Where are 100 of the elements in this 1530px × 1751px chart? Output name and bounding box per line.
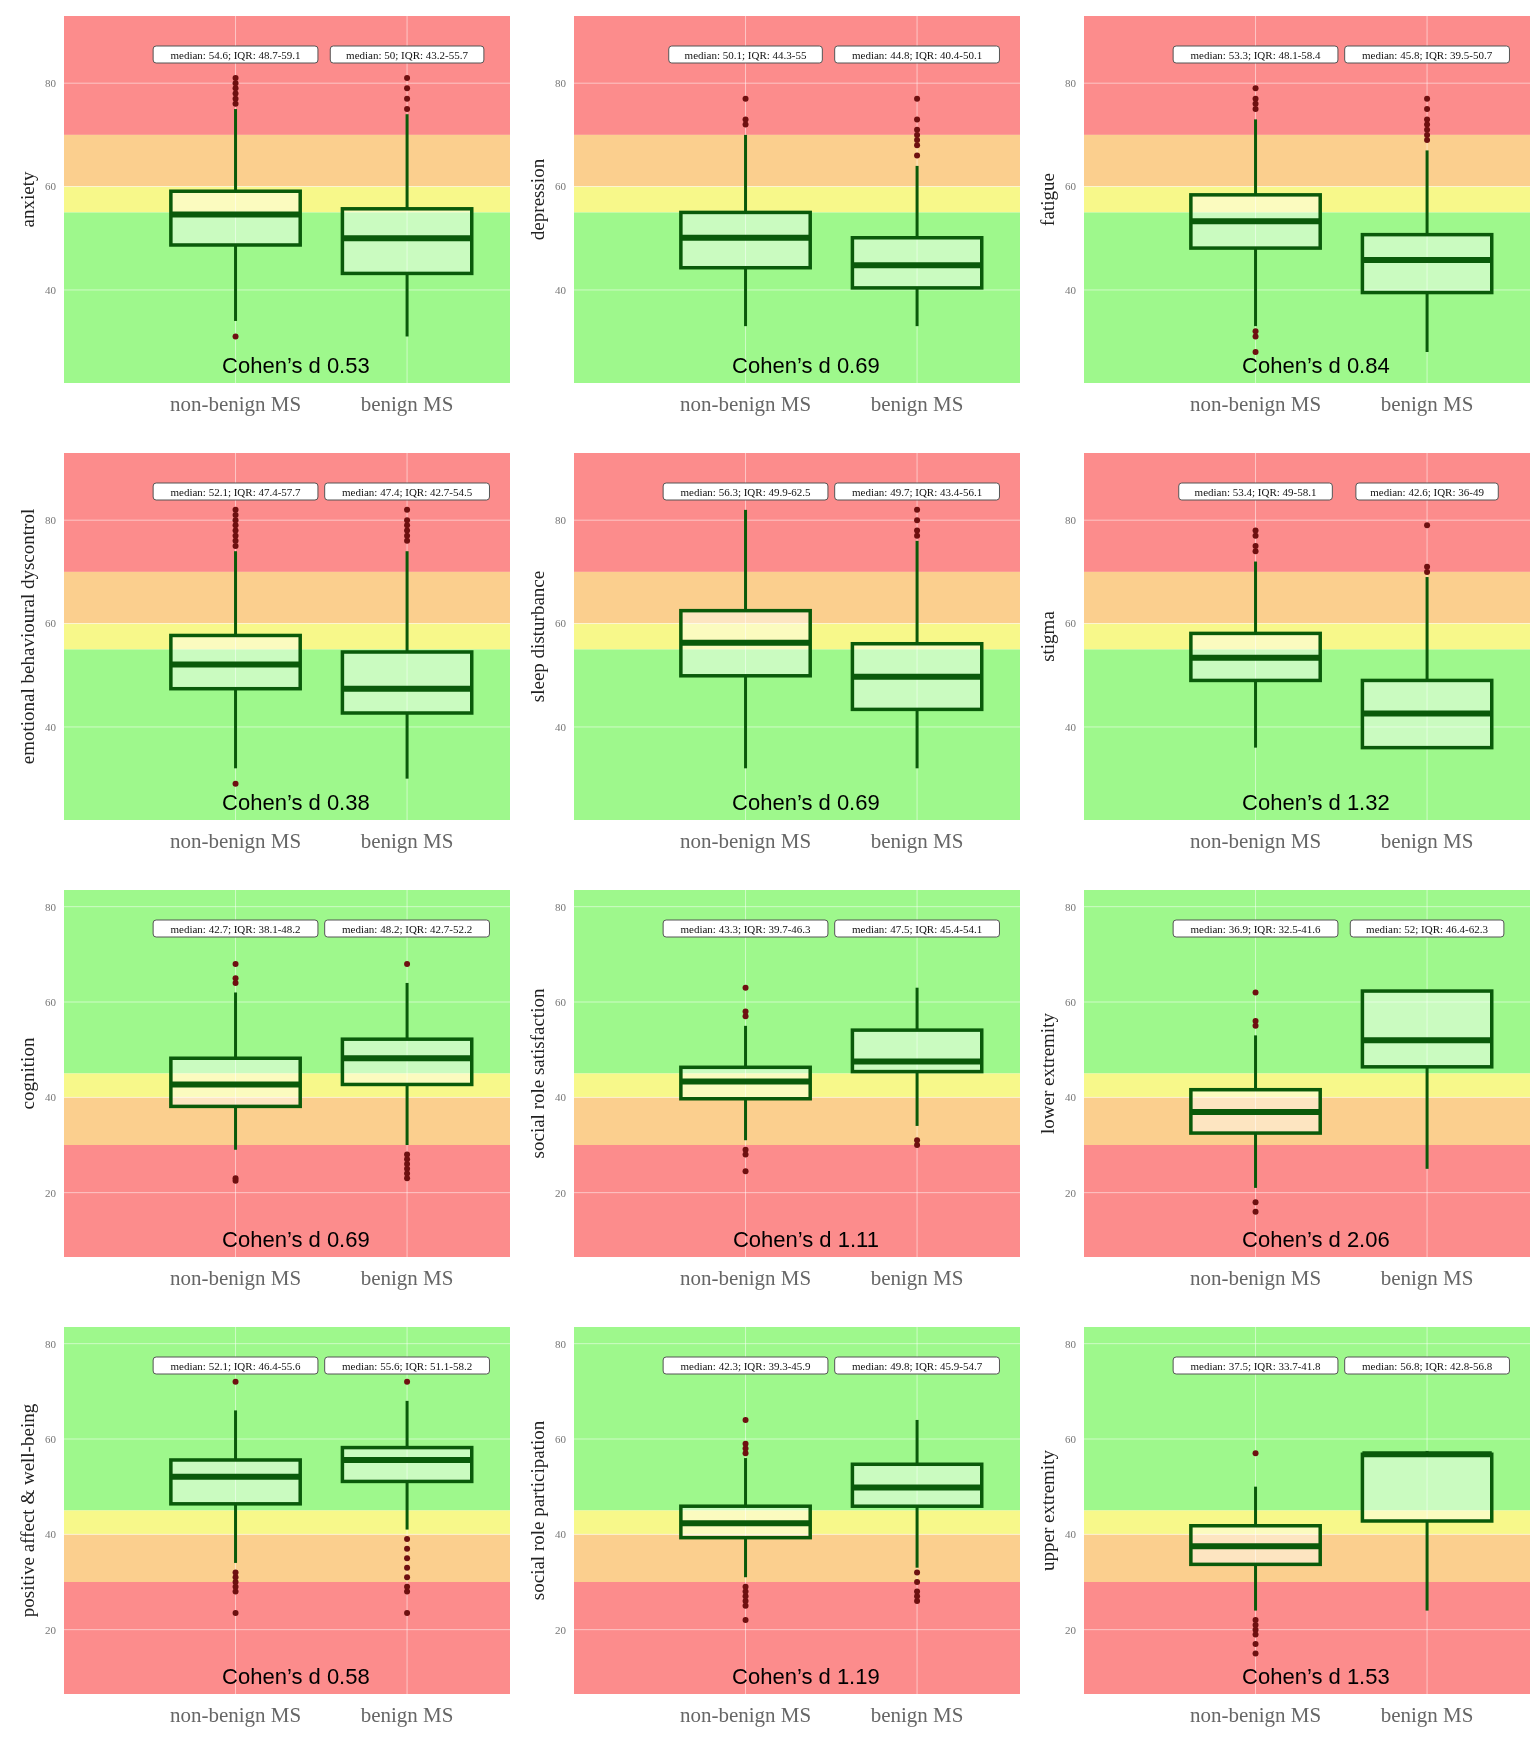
y-tick-label: 60 [555,180,567,193]
y-axis-title: positive affect & well-being [17,1403,38,1618]
x-tick-label: benign MS [360,1266,454,1290]
annotation: median: 49.7; IQR: 43.4-56.1 [852,485,983,498]
x-tick-label: non-benign MS [169,829,302,853]
y-tick-label: 40 [555,283,567,296]
y-tick-label: 40 [45,283,57,296]
x-tick-label: non-benign MS [169,1266,302,1290]
x-tick-label: non-benign MS [679,829,812,853]
annotation: median: 42.7; IQR: 38.1-48.2 [170,922,301,935]
y-axis-title: emotional behavioural dyscontrol [17,508,38,765]
y-tick-label: 80 [1065,1337,1077,1350]
x-tick-label: non-benign MS [169,1703,302,1727]
x-tick-label: benign MS [870,1266,964,1290]
y-tick-label: 80 [555,1337,567,1350]
y-tick-label: 20 [1065,1186,1077,1199]
annotation: median: 37.5; IQR: 33.7-41.8 [1190,1359,1322,1372]
annotation: median: 54.6; IQR: 48.7-59.1 [170,48,301,61]
y-axis-title: fatigue [1037,173,1058,226]
y-axis-title: anxiety [17,171,38,228]
y-tick-label: 60 [45,995,57,1008]
annotation: Cohen’s d 0.53 [222,353,370,378]
annotation: median: 45.8; IQR: 39.5-50.7 [1362,48,1493,61]
annotation: median: 49.8; IQR: 45.9-54.7 [852,1359,983,1372]
y-axis-title: social role participation [527,1420,548,1601]
y-tick-label: 40 [555,1528,567,1541]
y-tick-label: 40 [1065,720,1077,733]
y-tick-label: 60 [555,617,567,630]
y-tick-label: 40 [1065,1528,1077,1541]
annotation: median: 55.6; IQR: 51.1-58.2 [342,1359,473,1372]
y-tick-label: 60 [1065,617,1077,630]
annotation: Cohen’s d 2.06 [1242,1227,1390,1252]
y-tick-label: 40 [1065,1091,1077,1104]
y-tick-label: 80 [45,900,57,913]
x-tick-label: benign MS [360,392,454,416]
annotation: median: 50.1; IQR: 44.3-55 [684,48,807,61]
y-axis-title: social role satisfaction [527,988,548,1159]
y-tick-label: 80 [45,1337,57,1350]
y-tick-label: 40 [45,1528,57,1541]
y-tick-label: 60 [1065,995,1077,1008]
x-tick-label: benign MS [870,1703,964,1727]
annotation: median: 42.3; IQR: 39.3-45.9 [680,1359,812,1372]
y-axis-title: stigma [1037,610,1058,662]
y-tick-label: 20 [555,1186,567,1199]
y-axis-title: sleep disturbance [527,570,548,703]
x-tick-label: benign MS [1380,392,1474,416]
y-tick-label: 60 [1065,180,1077,193]
y-tick-label: 20 [45,1623,57,1636]
x-tick-label: non-benign MS [679,392,812,416]
y-tick-label: 60 [45,180,57,193]
y-tick-label: 40 [45,720,57,733]
annotation: Cohen’s d 1.53 [1242,1664,1390,1689]
x-tick-label: non-benign MS [679,1703,812,1727]
x-tick-label: benign MS [360,1703,454,1727]
x-tick-label: non-benign MS [1189,1266,1322,1290]
annotation: Cohen’s d 0.58 [222,1664,370,1689]
x-tick-label: non-benign MS [1189,1703,1322,1727]
annotation: median: 47.4; IQR: 42.7-54.5 [342,485,473,498]
y-tick-label: 20 [1065,1623,1077,1636]
x-tick-label: benign MS [1380,829,1474,853]
y-tick-label: 80 [1065,514,1077,527]
y-tick-label: 60 [45,1432,57,1445]
y-tick-label: 40 [555,1091,567,1104]
x-tick-label: benign MS [1380,1266,1474,1290]
annotation: Cohen’s d 1.19 [732,1664,880,1689]
annotation: median: 53.3; IQR: 48.1-58.4 [1190,48,1322,61]
y-tick-label: 80 [555,514,567,527]
y-tick-label: 40 [1065,283,1077,296]
y-tick-label: 20 [555,1623,567,1636]
annotation: median: 42.6; IQR: 36-49 [1370,485,1485,498]
y-tick-label: 80 [45,514,57,527]
annotation: median: 52.1; IQR: 47.4-57.7 [170,485,302,498]
annotation: Cohen’s d 0.69 [732,353,880,378]
y-tick-label: 60 [555,1432,567,1445]
y-axis-title: depression [527,158,548,241]
annotation: Cohen’s d 0.69 [222,1227,370,1252]
y-tick-label: 60 [555,995,567,1008]
annotation: median: 43.3; IQR: 39.7-46.3 [680,922,812,935]
annotation: median: 56.8; IQR: 42.8-56.8 [1362,1359,1493,1372]
x-tick-label: benign MS [870,392,964,416]
y-axis-title: cognition [17,1037,38,1110]
y-tick-label: 60 [1065,1432,1077,1445]
annotation: Cohen’s d 0.69 [732,790,880,815]
y-tick-label: 40 [555,720,567,733]
annotation: Cohen’s d 1.11 [732,1227,879,1252]
annotation: median: 52.1; IQR: 46.4-55.6 [170,1359,302,1372]
annotation: median: 44.8; IQR: 40.4-50.1 [852,48,983,61]
y-tick-label: 80 [1065,77,1077,90]
x-tick-label: non-benign MS [169,392,302,416]
x-tick-label: non-benign MS [679,1266,812,1290]
annotation: median: 48.2; IQR: 42.7-52.2 [342,922,473,935]
annotation: median: 47.5; IQR: 45.4-54.1 [852,922,983,935]
x-tick-label: benign MS [360,829,454,853]
annotation: median: 36.9; IQR: 32.5-41.6 [1190,922,1322,935]
y-axis-title: upper extremity [1037,1449,1058,1571]
annotation: median: 53.4; IQR: 49-58.1 [1194,485,1317,498]
annotation: median: 52; IQR: 46.4-62.3 [1366,922,1489,935]
y-tick-label: 20 [45,1186,57,1199]
y-tick-label: 80 [555,900,567,913]
y-tick-label: 80 [1065,900,1077,913]
